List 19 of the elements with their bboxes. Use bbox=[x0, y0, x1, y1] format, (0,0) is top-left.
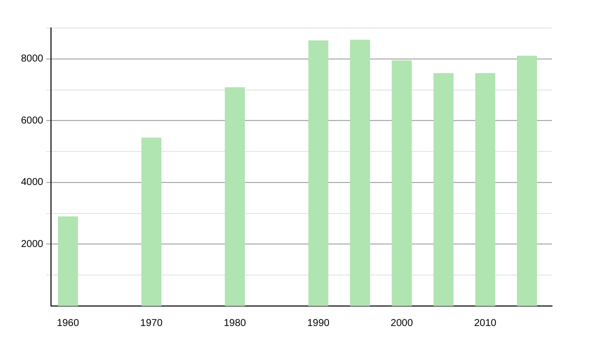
bar bbox=[392, 60, 412, 306]
y-tick-label: 6000 bbox=[20, 115, 44, 126]
bar bbox=[475, 73, 496, 306]
y-tick-label: 4000 bbox=[20, 177, 44, 188]
bar bbox=[350, 40, 370, 306]
bar bbox=[141, 138, 162, 306]
x-tick-label: 1980 bbox=[224, 318, 246, 329]
bar bbox=[58, 216, 78, 306]
y-tick-label: 2000 bbox=[20, 238, 44, 250]
x-tick-label: 2000 bbox=[390, 318, 414, 329]
bar bbox=[516, 56, 537, 306]
x-tick-label: 1990 bbox=[307, 318, 330, 329]
x-tick-label: 1960 bbox=[56, 318, 80, 329]
bar bbox=[224, 87, 245, 306]
y-tick-label: 8000 bbox=[20, 54, 44, 65]
bar bbox=[308, 40, 328, 306]
bar bbox=[433, 73, 454, 306]
x-tick-label: 2010 bbox=[474, 318, 497, 329]
x-tick-label: 1970 bbox=[140, 318, 163, 329]
